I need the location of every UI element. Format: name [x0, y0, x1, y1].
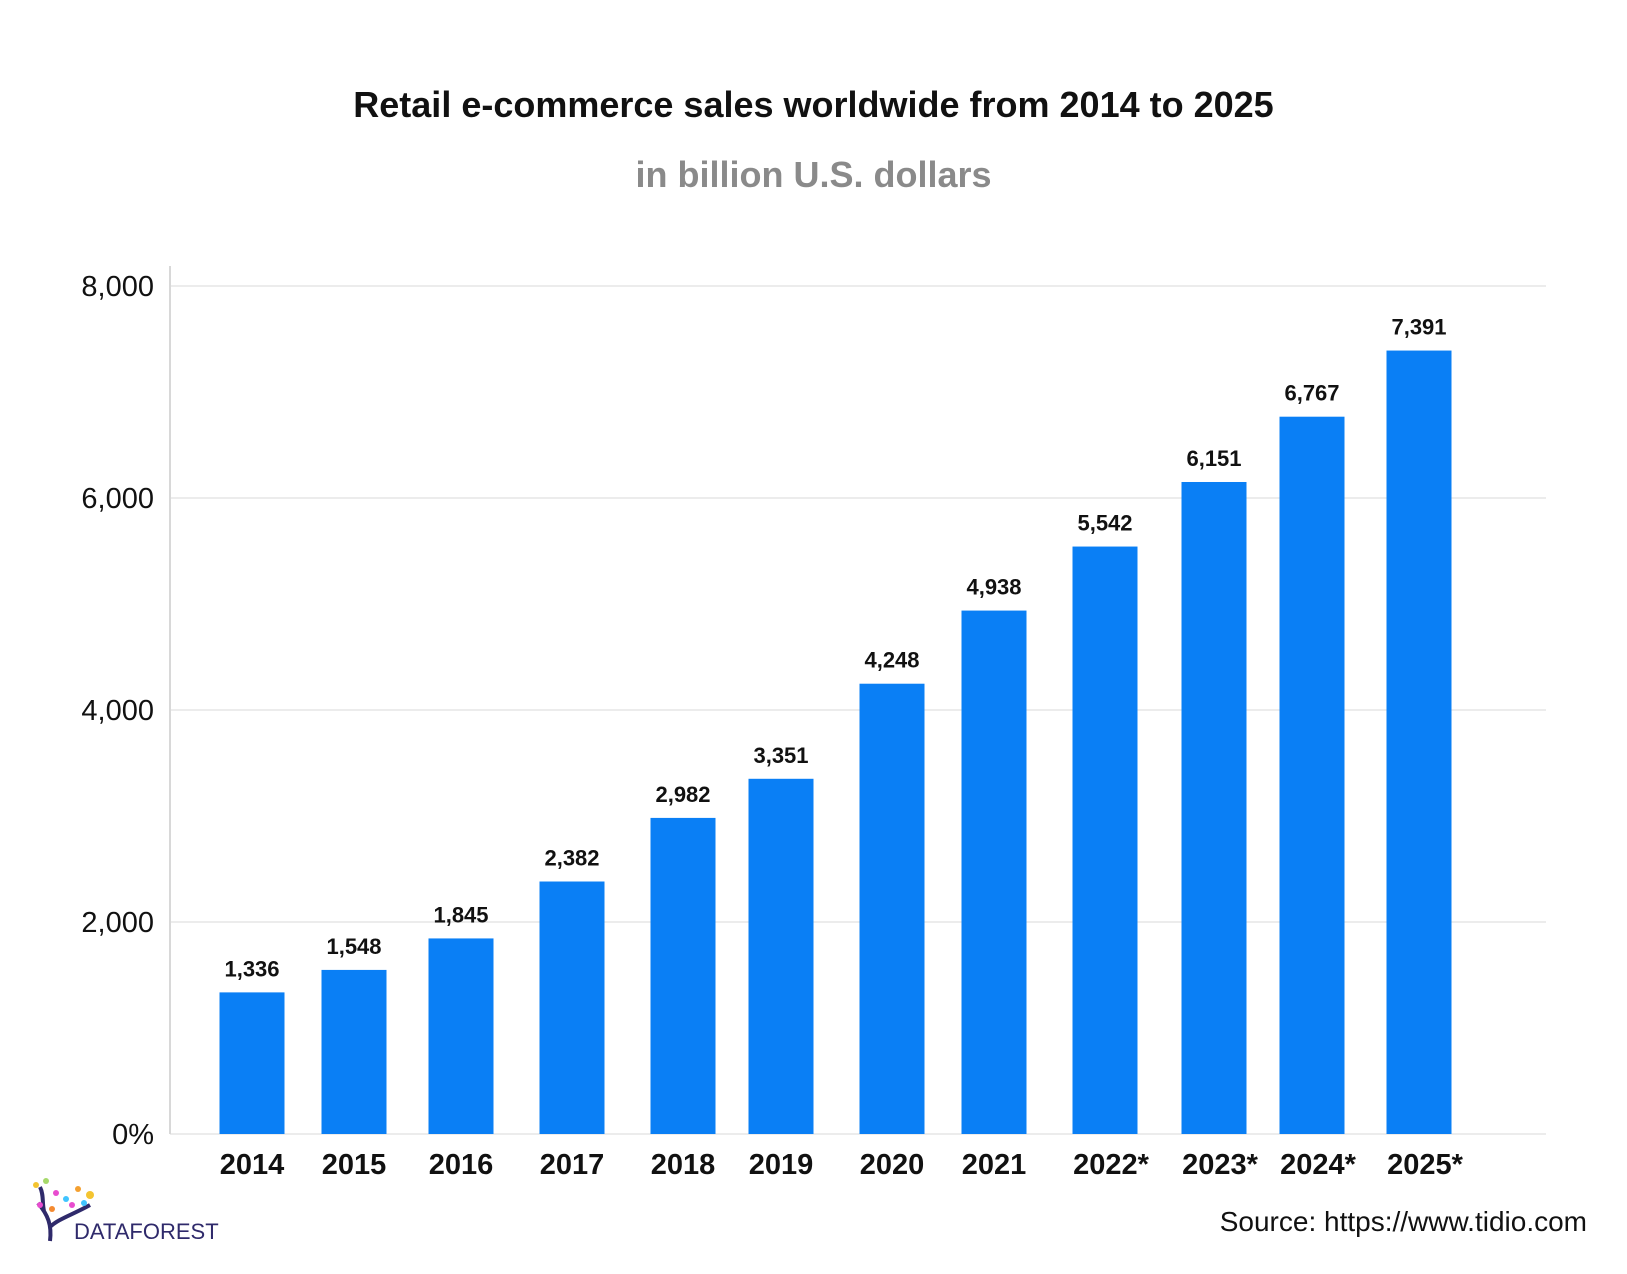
x-tick-label: 2015: [322, 1149, 387, 1181]
bar-2024*: [1279, 416, 1345, 1134]
data-label: 6,151: [1186, 446, 1241, 471]
chart-subtitle: in billion U.S. dollars: [635, 154, 992, 195]
data-label: 4,938: [966, 575, 1021, 600]
x-tick-label: 2014: [220, 1149, 285, 1181]
data-label: 1,336: [224, 956, 279, 981]
x-tick-label: 2017: [540, 1149, 605, 1181]
source-note: Source: https://www.tidio.com: [1219, 1206, 1587, 1237]
data-label: 7,391: [1391, 315, 1446, 340]
x-tick-label: 2019: [749, 1149, 814, 1181]
y-tick-label: 4,000: [81, 695, 154, 727]
bar-2021: [961, 610, 1027, 1134]
bar-2025*: [1386, 350, 1452, 1135]
x-tick-label: 2016: [429, 1149, 494, 1181]
data-label: 2,982: [655, 782, 710, 807]
bar-2015: [321, 969, 387, 1134]
x-tick-label: 2022*: [1073, 1149, 1150, 1181]
bar-2022*: [1072, 546, 1138, 1134]
data-label: 3,351: [753, 743, 808, 768]
data-label: 2,382: [544, 846, 599, 871]
data-label: 6,767: [1284, 381, 1339, 406]
data-label: 1,548: [326, 934, 381, 959]
x-tick-label: 2023*: [1182, 1149, 1259, 1181]
bar-2018: [650, 817, 716, 1134]
data-label: 5,542: [1077, 511, 1132, 536]
logo-text: DATAFOREST: [74, 1219, 219, 1244]
bar-2014: [219, 992, 285, 1134]
bar-2019: [748, 778, 814, 1134]
bar-2023*: [1181, 481, 1247, 1134]
y-tick-label: 8,000: [81, 271, 154, 303]
x-tick-label: 2018: [651, 1149, 716, 1181]
chart-title: Retail e-commerce sales worldwide from 2…: [353, 84, 1274, 125]
dataforest-logo: DATAFOREST: [33, 1178, 219, 1244]
y-tick-label: 2,000: [81, 907, 154, 939]
x-tick-label: 2021: [962, 1149, 1027, 1181]
bar-2016: [428, 938, 494, 1134]
bar-2017: [539, 881, 605, 1134]
x-tick-label: 2024*: [1280, 1149, 1357, 1181]
data-label: 4,248: [864, 648, 919, 673]
x-tick-label: 2025*: [1387, 1149, 1464, 1181]
tree-icon: [33, 1178, 94, 1242]
x-tick-label: 2020: [860, 1149, 925, 1181]
data-label: 1,845: [433, 902, 488, 927]
y-tick-label: 6,000: [81, 483, 154, 515]
bar-2020: [859, 683, 925, 1134]
y-tick-label: 0%: [112, 1119, 154, 1151]
